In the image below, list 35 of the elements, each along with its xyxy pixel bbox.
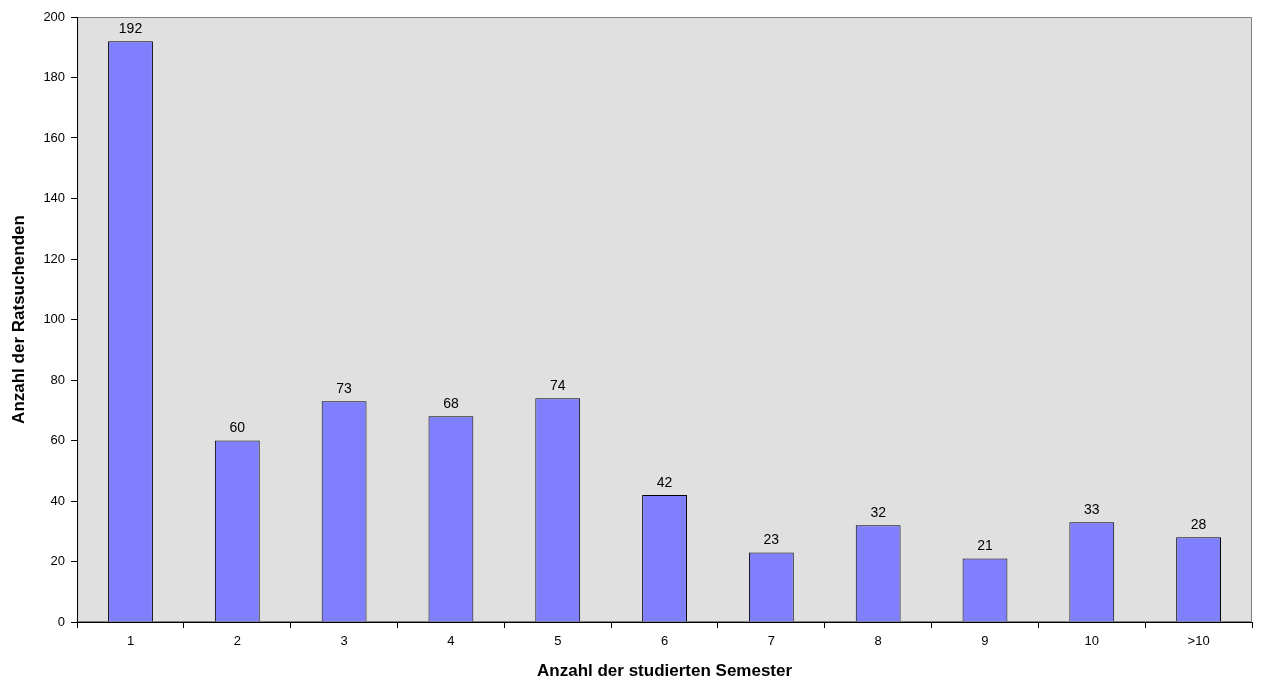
x-tick-label: 10 <box>1084 633 1100 649</box>
x-tick-label: >10 <box>1187 633 1210 649</box>
data-label: 23 <box>763 531 780 548</box>
data-label: 68 <box>443 395 459 412</box>
data-label: 32 <box>870 504 887 521</box>
data-label: 28 <box>1190 516 1207 533</box>
x-tick-label: 3 <box>340 633 348 649</box>
x-tick-label: 8 <box>874 633 882 649</box>
y-tick-label: 120 <box>43 250 66 266</box>
y-tick-label: 80 <box>50 371 66 387</box>
x-tick-label: 6 <box>660 633 669 649</box>
y-tick-label: 60 <box>50 432 66 448</box>
x-tick-label: 9 <box>981 633 989 649</box>
data-label: 192 <box>118 20 143 37</box>
y-tick-label: 40 <box>50 492 66 508</box>
y-tick-label: 200 <box>43 8 66 24</box>
data-label: 73 <box>336 380 353 397</box>
x-tick-label: 7 <box>767 633 775 649</box>
x-axis-title: Anzahl der studierten Semester <box>537 661 793 681</box>
y-tick-label: 180 <box>43 69 66 85</box>
x-tick-label: 1 <box>126 633 135 649</box>
data-label: 21 <box>977 537 993 554</box>
y-tick-label: 160 <box>43 129 66 145</box>
data-label: 42 <box>656 473 673 490</box>
data-label: 74 <box>549 377 566 394</box>
x-tick-label: 4 <box>447 633 455 649</box>
y-axis-title: Anzahl der Ratsuchenden <box>8 215 28 424</box>
y-tick-label: 20 <box>50 553 66 569</box>
y-tick-label: 0 <box>57 613 66 629</box>
y-tick-label: 100 <box>43 311 66 327</box>
data-label: 33 <box>1084 501 1100 518</box>
x-tick-label: 2 <box>233 633 241 649</box>
y-tick-label: 140 <box>43 190 66 206</box>
x-tick-label: 5 <box>554 633 562 649</box>
data-label: 60 <box>229 419 246 436</box>
